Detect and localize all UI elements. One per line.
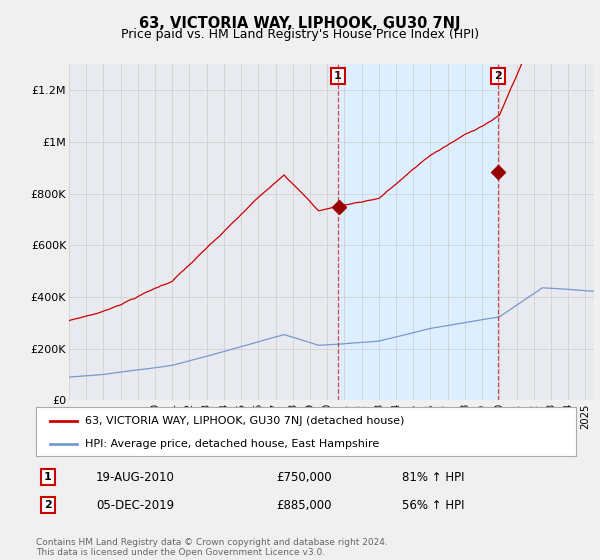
Text: 63, VICTORIA WAY, LIPHOOK, GU30 7NJ (detached house): 63, VICTORIA WAY, LIPHOOK, GU30 7NJ (det…	[85, 416, 404, 426]
Text: 2: 2	[494, 71, 502, 81]
Text: £750,000: £750,000	[276, 470, 332, 484]
Text: HPI: Average price, detached house, East Hampshire: HPI: Average price, detached house, East…	[85, 439, 379, 449]
Text: Price paid vs. HM Land Registry's House Price Index (HPI): Price paid vs. HM Land Registry's House …	[121, 28, 479, 41]
Text: 19-AUG-2010: 19-AUG-2010	[96, 470, 175, 484]
Text: 56% ↑ HPI: 56% ↑ HPI	[402, 498, 464, 512]
Text: 2: 2	[44, 500, 52, 510]
Bar	[338, 64, 498, 400]
Text: 81% ↑ HPI: 81% ↑ HPI	[402, 470, 464, 484]
Text: 05-DEC-2019: 05-DEC-2019	[96, 498, 174, 512]
Text: £885,000: £885,000	[276, 498, 331, 512]
Text: Contains HM Land Registry data © Crown copyright and database right 2024.
This d: Contains HM Land Registry data © Crown c…	[36, 538, 388, 557]
Text: 1: 1	[44, 472, 52, 482]
Text: 1: 1	[334, 71, 342, 81]
Text: 63, VICTORIA WAY, LIPHOOK, GU30 7NJ: 63, VICTORIA WAY, LIPHOOK, GU30 7NJ	[139, 16, 461, 31]
